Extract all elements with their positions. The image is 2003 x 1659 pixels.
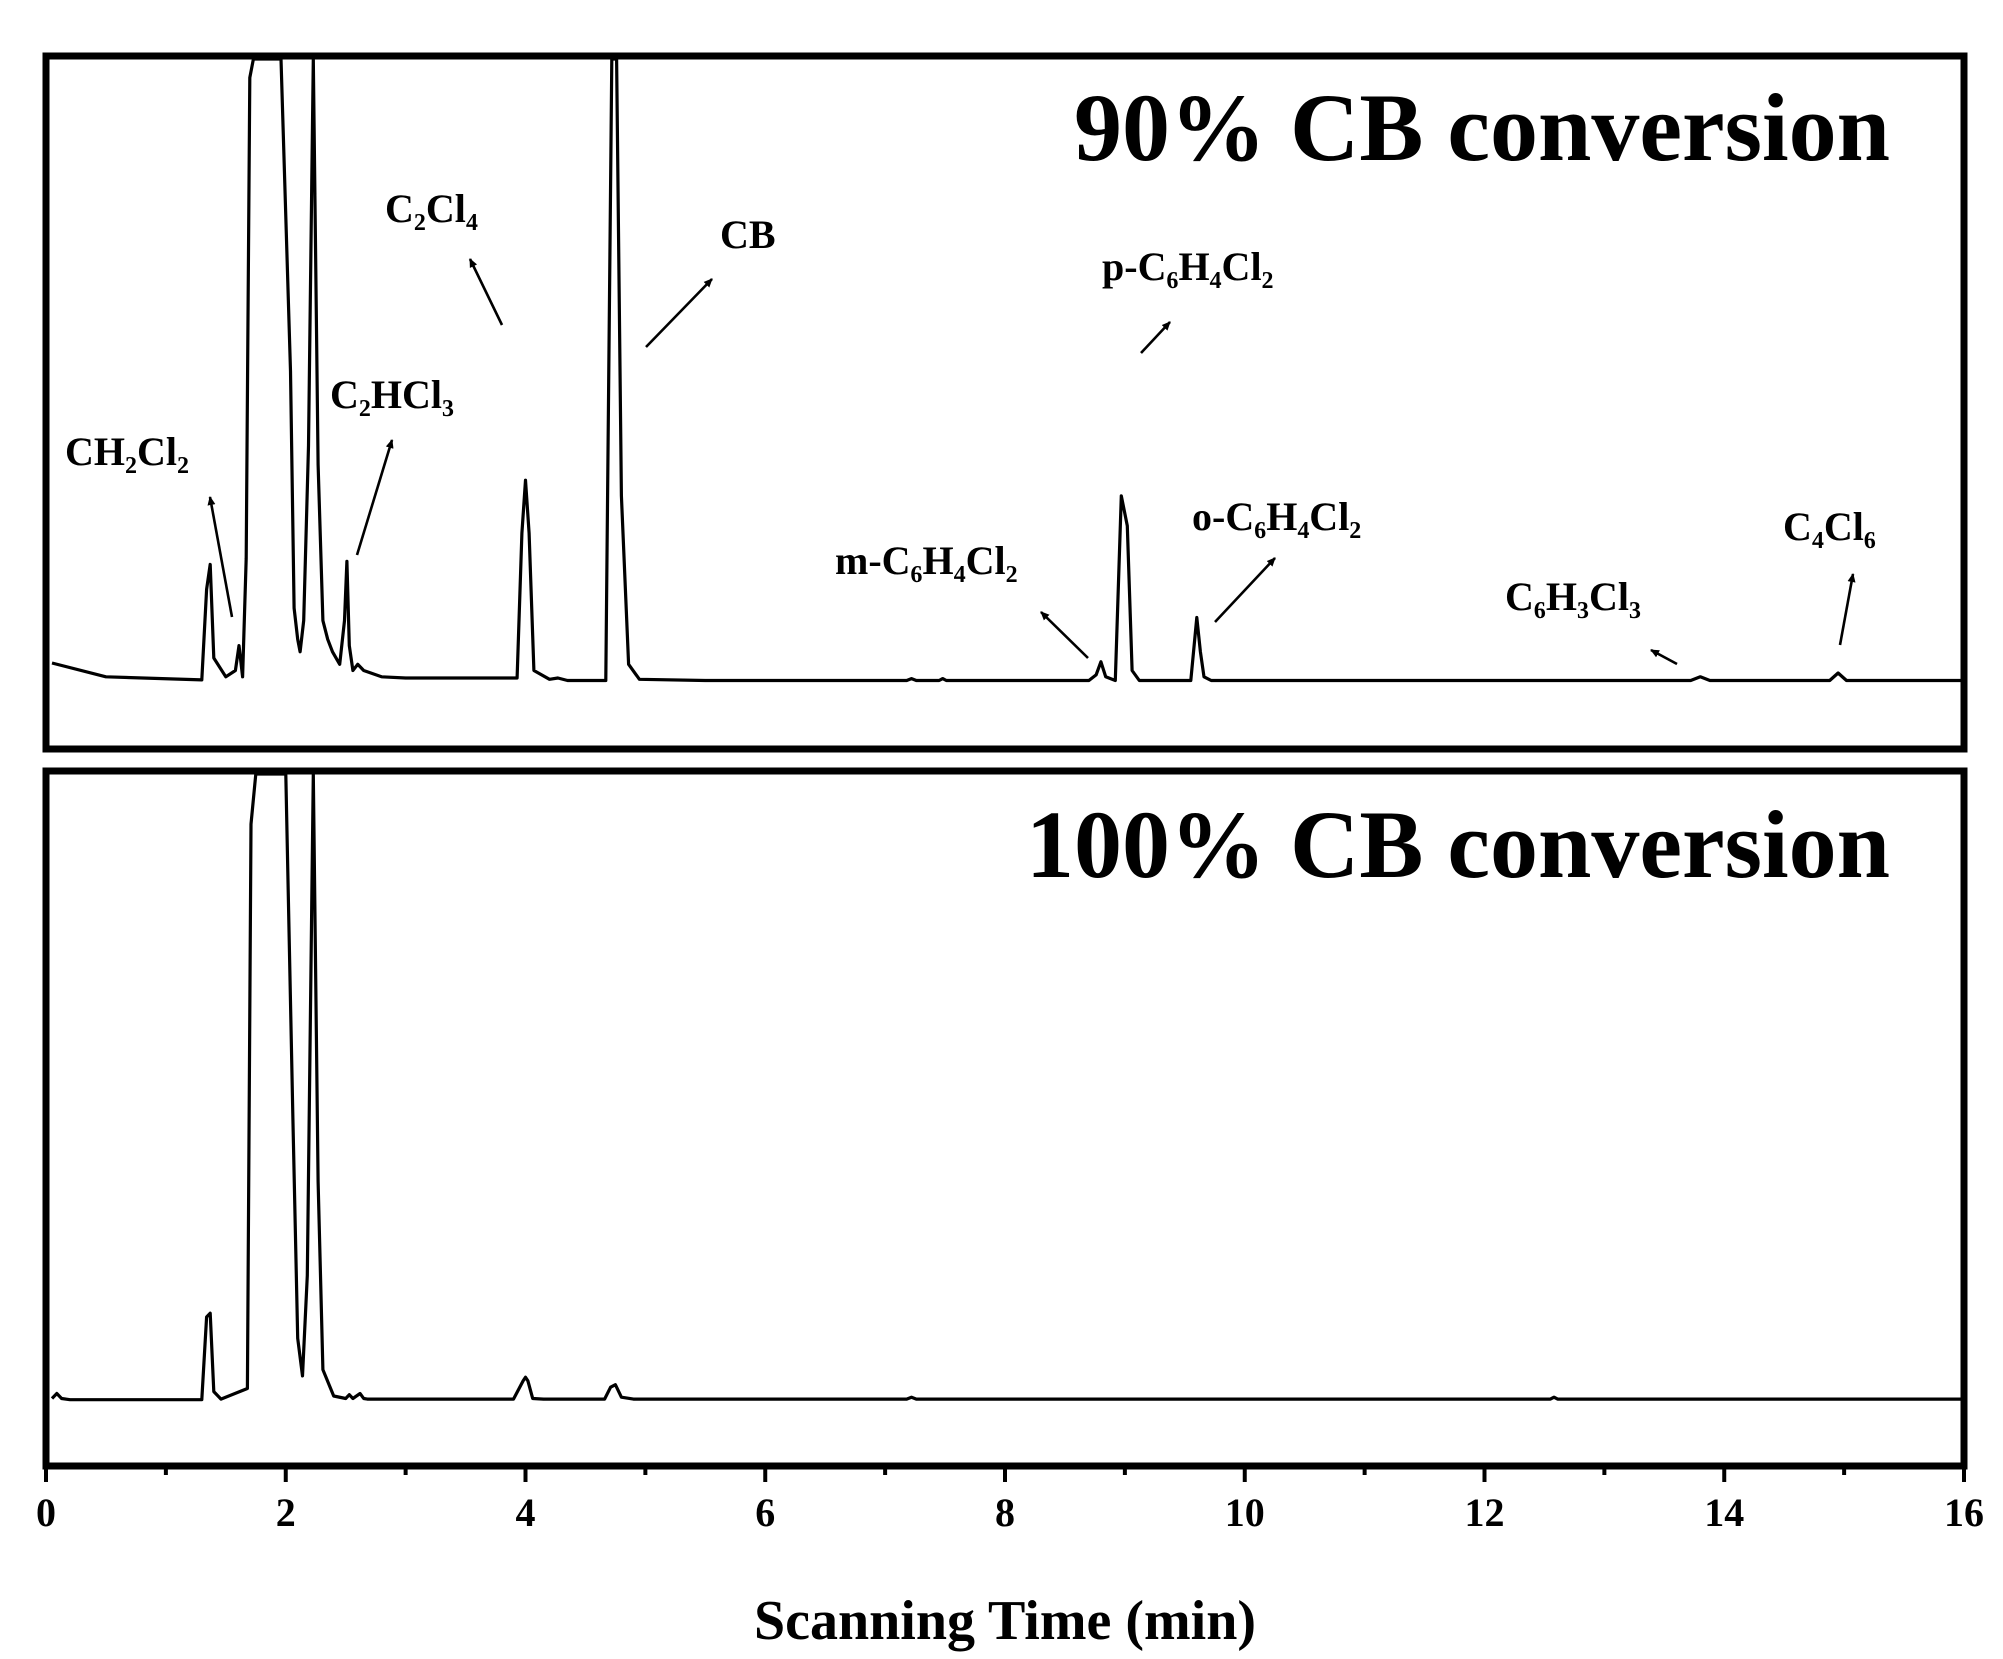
label-c2hcl3: C₂HCl₃ bbox=[330, 372, 454, 417]
arrow-p-c6h4cl2 bbox=[1140, 321, 1171, 354]
label-p-c6h4cl2: p-C₆H₄Cl₂ bbox=[1102, 244, 1274, 289]
label-c6h3cl3: C₆H₃Cl₃ bbox=[1505, 574, 1641, 619]
trace-90-percent bbox=[51, 57, 1964, 683]
x-tick-label: 4 bbox=[516, 1490, 536, 1535]
x-tick-label: 10 bbox=[1225, 1490, 1265, 1535]
x-tick-label: 12 bbox=[1465, 1490, 1505, 1535]
arrow-c2cl4 bbox=[468, 258, 504, 326]
peak-annotations: CH₂Cl₂ C₂HCl₃ C₂Cl₄ CB p-C₆H₄Cl₂ m-C₆H₄C… bbox=[65, 186, 1876, 666]
trace-100-percent bbox=[50, 772, 1964, 1402]
x-axis: 0 2 4 6 8 10 12 14 16 bbox=[36, 1466, 1984, 1535]
arrow-c6h3cl3 bbox=[1650, 648, 1678, 666]
arrow-ch2cl2 bbox=[207, 496, 234, 618]
x-tick-label: 8 bbox=[995, 1490, 1015, 1535]
x-tick-label: 0 bbox=[36, 1490, 56, 1535]
x-tick-label: 2 bbox=[276, 1490, 296, 1535]
bottom-panel: 100% CB conversion bbox=[42, 767, 1968, 1470]
arrow-c4cl6 bbox=[1838, 573, 1856, 646]
label-c4cl6: C₄Cl₆ bbox=[1783, 504, 1876, 549]
label-c2cl4: C₂Cl₄ bbox=[385, 186, 478, 231]
arrow-m-c6h4cl2 bbox=[1040, 611, 1089, 659]
label-m-c6h4cl2: m-C₆H₄Cl₂ bbox=[835, 538, 1018, 583]
arrow-o-c6h4cl2 bbox=[1214, 557, 1276, 623]
label-ch2cl2: CH₂Cl₂ bbox=[65, 429, 189, 474]
label-cb: CB bbox=[720, 212, 776, 257]
x-tick-label: 14 bbox=[1704, 1490, 1744, 1535]
arrow-cb bbox=[645, 278, 713, 348]
x-axis-title: Scanning Time (min) bbox=[754, 1590, 1256, 1652]
label-o-c6h4cl2: o-C₆H₄Cl₂ bbox=[1192, 494, 1361, 539]
bottom-panel-title: 100% CB conversion bbox=[1026, 791, 1890, 898]
top-panel-title: 90% CB conversion bbox=[1074, 74, 1890, 181]
x-tick-label: 16 bbox=[1944, 1490, 1984, 1535]
top-panel: 90% CB conversion bbox=[42, 52, 1968, 753]
x-tick-label: 6 bbox=[755, 1490, 775, 1535]
top-panel-frame bbox=[42, 52, 1968, 753]
arrow-c2hcl3 bbox=[355, 439, 394, 556]
